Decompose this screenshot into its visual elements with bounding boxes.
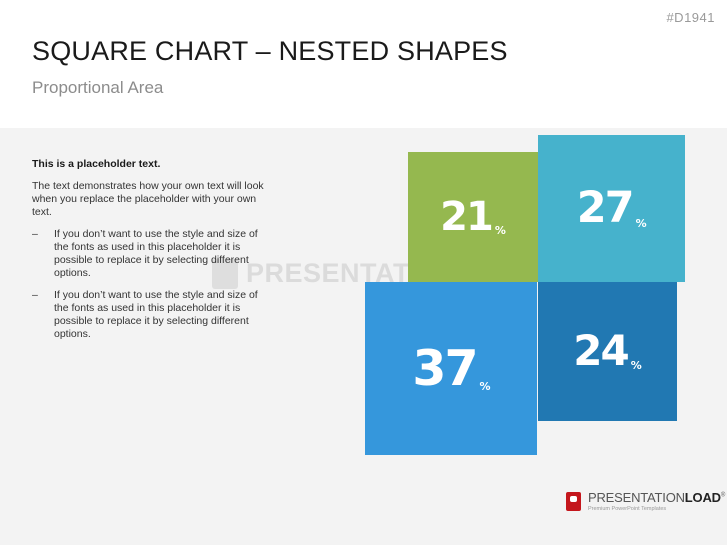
footer-tagline: Premium PowerPoint Templates	[588, 506, 667, 512]
square-bottom-left: 37%	[365, 282, 538, 455]
text-heading: This is a placeholder text.	[32, 158, 161, 170]
value-label: 27	[576, 182, 635, 233]
bullet-text: If you don’t want to use the style and s…	[54, 289, 258, 340]
slide-title: SQUARE CHART – NESTED SHAPES	[32, 36, 508, 66]
value-label: 24	[573, 326, 629, 376]
placeholder-text-block: This is a placeholder text. The text dem…	[32, 158, 268, 350]
square-top-right: 27%	[538, 134, 686, 282]
bullet-item: – If you don’t want to use the style and…	[32, 289, 268, 341]
slide-subtitle: Proportional Area	[32, 78, 164, 97]
slide-id: #D1941	[666, 10, 715, 25]
bullet-text: If you don’t want to use the style and s…	[54, 228, 258, 279]
square-top-left: 21%	[408, 152, 538, 282]
unit-label: %	[479, 379, 491, 393]
bullet-item: – If you don’t want to use the style and…	[32, 228, 268, 280]
bullet-dash: –	[32, 289, 38, 301]
unit-label: %	[494, 224, 506, 237]
square-bottom-right: 24%	[538, 282, 677, 421]
value-label: 21	[440, 194, 494, 240]
text-paragraph: The text demonstrates how your own text …	[32, 180, 264, 218]
unit-label: %	[630, 359, 642, 373]
unit-label: %	[635, 216, 647, 230]
footer-brand: PRESENTATIONLOAD®	[588, 490, 726, 505]
bullet-dash: –	[32, 228, 38, 240]
footer-logo: PRESENTATIONLOAD® Premium PowerPoint Tem…	[566, 490, 725, 512]
presentationload-logo-icon	[212, 258, 238, 289]
presentationload-logo-icon	[566, 491, 581, 511]
slide-header: SQUARE CHART – NESTED SHAPES Proportiona…	[0, 0, 727, 128]
value-label: 37	[412, 339, 478, 397]
